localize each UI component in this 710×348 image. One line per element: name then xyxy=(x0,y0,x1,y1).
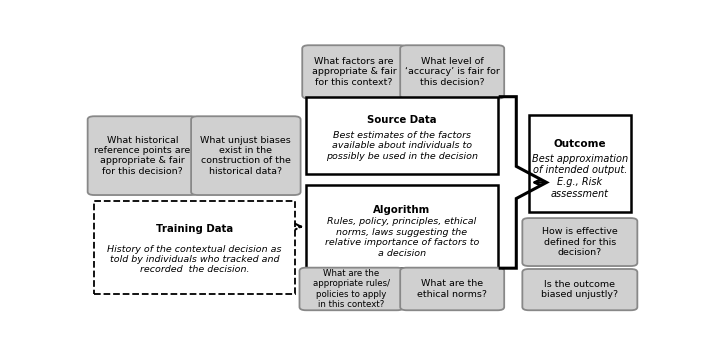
FancyBboxPatch shape xyxy=(306,97,498,174)
Text: Training Data: Training Data xyxy=(156,224,234,234)
Text: Outcome: Outcome xyxy=(554,140,606,149)
Text: What unjust biases
exist in the
construction of the
historical data?: What unjust biases exist in the construc… xyxy=(200,135,291,176)
FancyBboxPatch shape xyxy=(191,116,300,195)
Text: What are the
appropriate rules/
policies to apply
in this context?: What are the appropriate rules/ policies… xyxy=(313,269,390,309)
Text: What factors are
appropriate & fair
for this context?: What factors are appropriate & fair for … xyxy=(312,57,397,87)
Text: Is the outcome
biased unjustly?: Is the outcome biased unjustly? xyxy=(541,280,618,299)
Text: Source Data: Source Data xyxy=(367,115,437,125)
Text: Rules, policy, principles, ethical
norms, laws suggesting the
relative importanc: Rules, policy, principles, ethical norms… xyxy=(324,218,479,258)
Text: Best approximation
of intended output.
E.g., Risk
assessment: Best approximation of intended output. E… xyxy=(532,154,628,199)
FancyBboxPatch shape xyxy=(306,185,498,268)
FancyBboxPatch shape xyxy=(400,45,504,98)
FancyBboxPatch shape xyxy=(400,268,504,310)
Text: Best estimates of the factors
available about individuals to
possibly be used in: Best estimates of the factors available … xyxy=(326,131,478,160)
FancyBboxPatch shape xyxy=(87,116,197,195)
FancyBboxPatch shape xyxy=(523,269,638,310)
FancyBboxPatch shape xyxy=(529,116,630,212)
Text: What historical
reference points are
appropriate & fair
for this decision?: What historical reference points are app… xyxy=(94,135,190,176)
Text: How is effective
defined for this
decision?: How is effective defined for this decisi… xyxy=(542,227,618,257)
Bar xyxy=(94,201,295,294)
Text: Algorithm: Algorithm xyxy=(373,205,430,215)
Text: What are the
ethical norms?: What are the ethical norms? xyxy=(417,279,487,299)
FancyBboxPatch shape xyxy=(300,268,403,310)
Text: History of the contextual decision as
told by individuals who tracked and
record: History of the contextual decision as to… xyxy=(107,245,282,274)
Text: What level of
‘accuracy’ is fair for
this decision?: What level of ‘accuracy’ is fair for thi… xyxy=(405,57,500,87)
FancyBboxPatch shape xyxy=(302,45,406,98)
FancyBboxPatch shape xyxy=(523,218,638,266)
